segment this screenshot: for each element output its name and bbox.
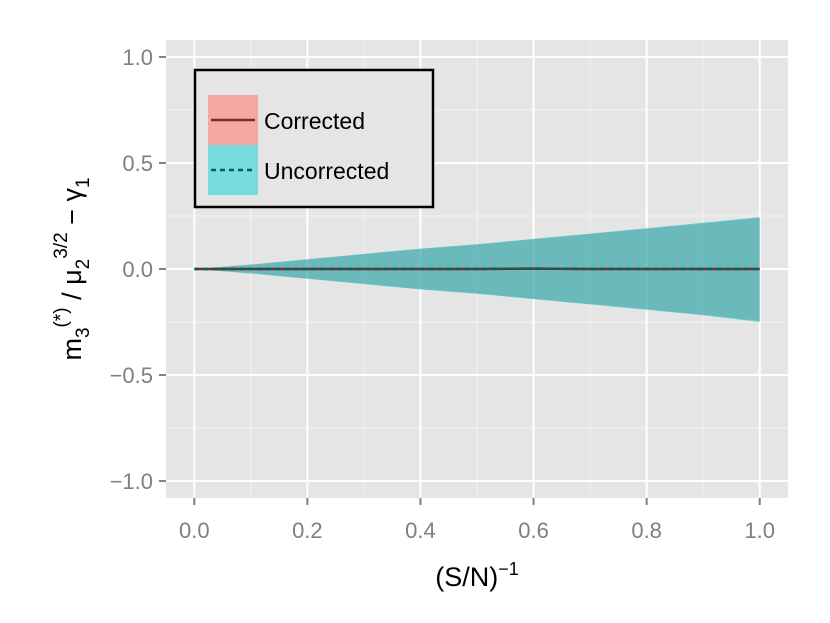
y-tick-label: −1.0 <box>110 469 153 494</box>
x-tick-label: 0.4 <box>405 518 436 543</box>
y-tick-label: 0.0 <box>122 257 153 282</box>
y-axis-title: m3(*) / μ23/2 − γ1 <box>51 177 94 360</box>
y-tick-label: −0.5 <box>110 363 153 388</box>
legend-item-corrected: Corrected <box>208 95 365 145</box>
legend: Corrected Uncorrected <box>193 68 435 209</box>
legend-label-uncorrected: Uncorrected <box>264 158 389 184</box>
x-tick-label: 0.0 <box>179 518 210 543</box>
x-axis: 0.0 0.2 0.4 0.6 0.8 1.0 <box>179 498 775 543</box>
x-tick-label: 0.6 <box>518 518 549 543</box>
y-axis: −1.0 −0.5 0.0 0.5 1.0 <box>110 45 166 494</box>
y-tick-label: 1.0 <box>122 45 153 70</box>
legend-item-uncorrected: Uncorrected <box>208 145 389 195</box>
x-tick-label: 1.0 <box>744 518 775 543</box>
x-tick-label: 0.8 <box>631 518 662 543</box>
legend-label-corrected: Corrected <box>264 108 365 134</box>
y-tick-label: 0.5 <box>122 151 153 176</box>
x-axis-title: (S/N)−1 <box>435 559 519 592</box>
x-tick-label: 0.2 <box>292 518 323 543</box>
